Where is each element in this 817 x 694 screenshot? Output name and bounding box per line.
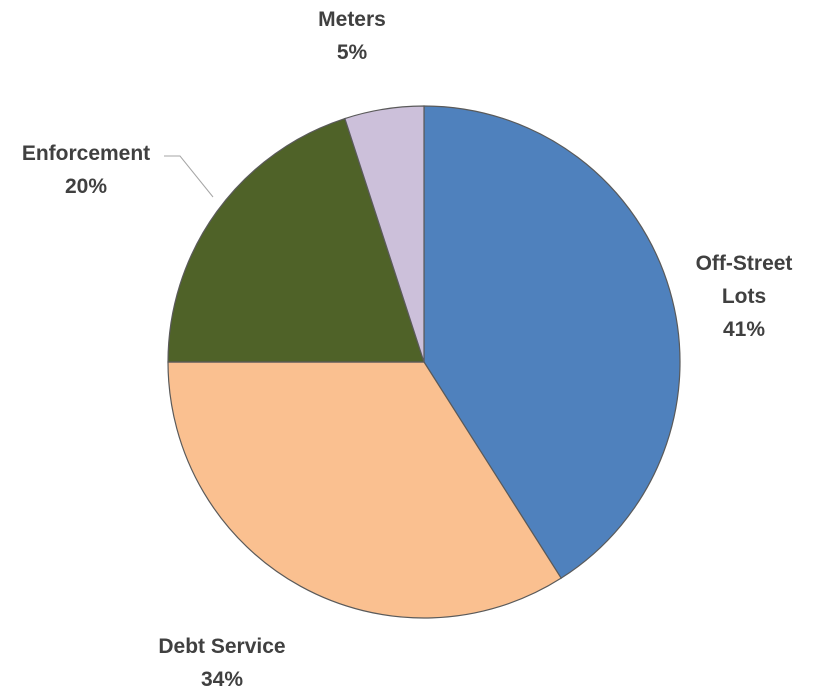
leader-line-enforcement (164, 155, 214, 198)
pie-slice-enforcement (167, 117, 425, 363)
pie-slice-off-street-lots (423, 105, 681, 579)
leader-lines (164, 155, 214, 198)
pie-slices (167, 105, 681, 619)
data-label-off-street-lots: Off-Street Lots 41% (696, 252, 793, 341)
data-label-enforcement: Enforcement 20% (22, 142, 150, 198)
pie-slice-debt-service (167, 361, 562, 619)
data-label-meters: Meters 5% (318, 8, 386, 64)
data-labels: Off-Street Lots 41% Debt Service 34% Enforcem… (22, 8, 793, 691)
data-label-debt-service: Debt Service 34% (158, 635, 285, 691)
pie-slice-meters (344, 105, 425, 363)
